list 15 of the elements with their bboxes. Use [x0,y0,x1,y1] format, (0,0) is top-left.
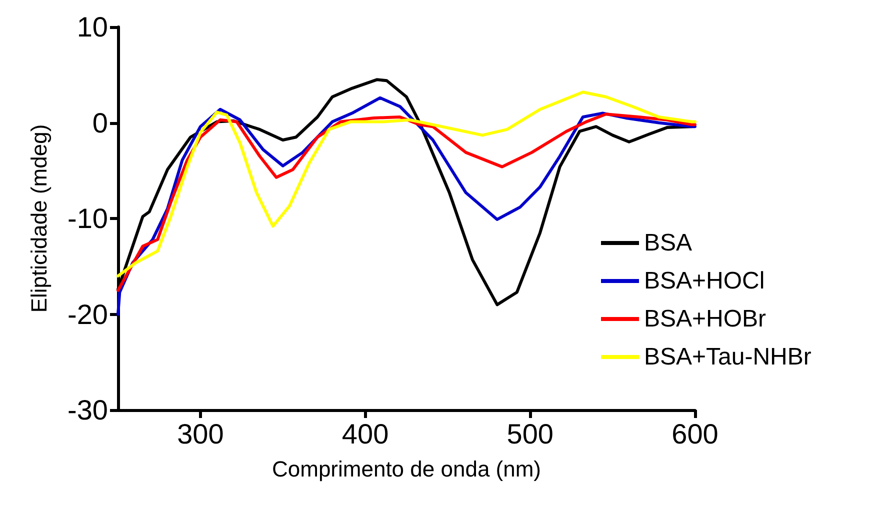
legend-label: BSA+HOBr [644,306,766,332]
x-tick-label: 500 [506,418,554,450]
y-tick-label: 10 [76,12,108,42]
y-tick-label: -10 [68,203,108,234]
y-axis-title: Elipticidade (mdeg) [26,124,52,313]
x-tick-label: 300 [177,418,224,450]
x-axis-title: Comprimento de onda (nm) [272,456,542,482]
y-tick-label: -20 [68,298,108,330]
x-tick-label: 600 [672,418,718,450]
legend-label: BSA+Tau-NHBr [644,344,812,370]
legend-label: BSA+HOCl [644,268,765,294]
x-tick-label: 400 [342,418,389,450]
y-tick-label: 0 [92,107,108,138]
legend-label: BSA [644,230,692,256]
y-tick-label: -30 [68,394,108,426]
